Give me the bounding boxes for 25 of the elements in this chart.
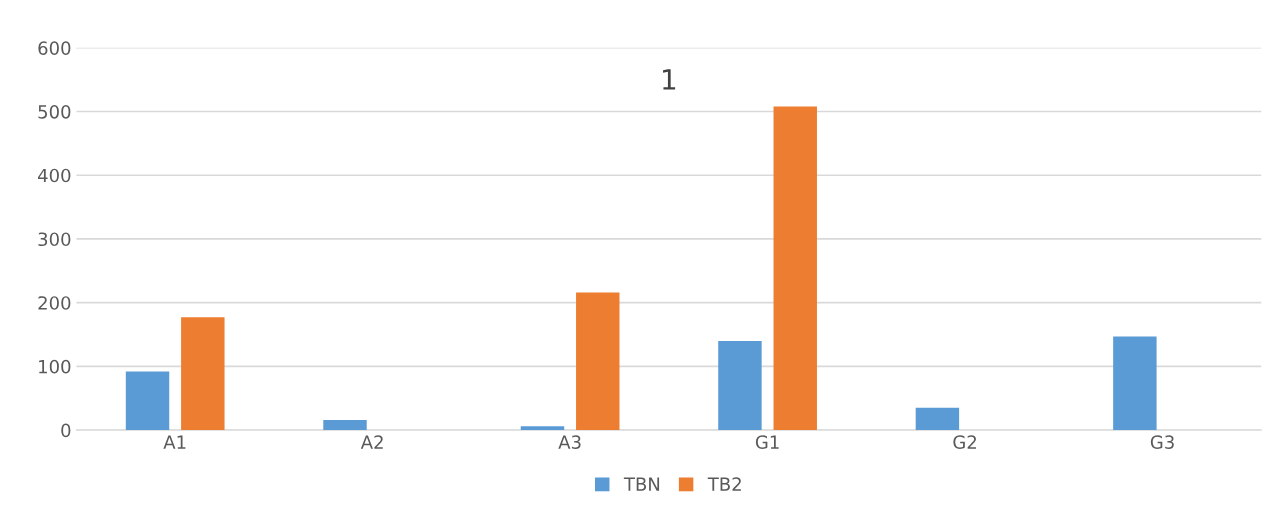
bar <box>915 407 960 431</box>
x-tick-label: A3 <box>558 435 581 449</box>
bar <box>520 426 565 431</box>
x-tick-label: G3 <box>1150 435 1174 449</box>
bar <box>576 292 620 431</box>
text: 1 <box>663 69 676 90</box>
y-tick-label: 100 <box>39 359 71 374</box>
y-tick-label: 300 <box>38 232 71 247</box>
x-tick-label: A1 <box>163 435 186 449</box>
y-tick-label: 200 <box>38 296 71 310</box>
y-tick-label: 0 <box>61 423 71 438</box>
y-tick-label: 600 <box>38 41 71 55</box>
bar <box>718 340 762 431</box>
y-tick-label: 500 <box>38 104 71 119</box>
bar <box>125 371 170 431</box>
y-tick-label: 400 <box>38 168 71 183</box>
x-tick-label: A2 <box>360 435 383 449</box>
bar <box>1113 336 1157 431</box>
x-tick-label: G1 <box>755 435 779 449</box>
legend-label: TBN <box>623 477 660 491</box>
x-tick-label: G2 <box>953 435 976 449</box>
legend-label: TB2 <box>707 477 741 491</box>
bar <box>773 106 817 431</box>
bar <box>323 419 367 431</box>
bar <box>181 317 225 431</box>
